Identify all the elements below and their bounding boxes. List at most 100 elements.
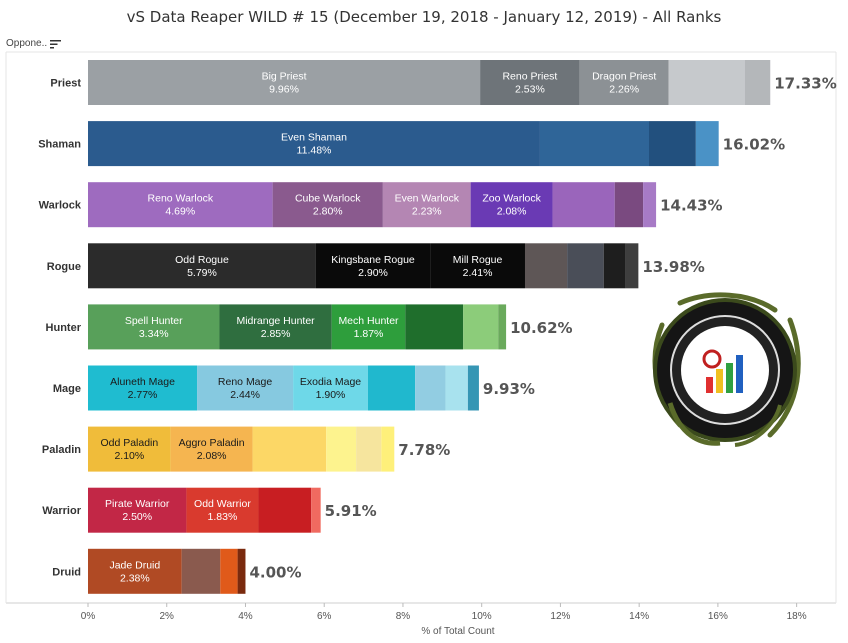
opponent-filter[interactable]: Oppone..: [6, 38, 62, 49]
segment-label: Odd Warrior: [194, 498, 251, 510]
bar-segment[interactable]: [405, 304, 464, 350]
bar-segment[interactable]: [415, 365, 446, 411]
segment-value-label: 5.79%: [187, 267, 217, 279]
total-label: 17.33%: [774, 75, 836, 93]
bar-segment[interactable]: [381, 426, 395, 472]
category-label: Mage: [53, 383, 81, 395]
segment-value-label: 11.48%: [297, 145, 332, 157]
bar-segment[interactable]: [625, 243, 639, 289]
segment-value-label: 3.34%: [139, 328, 169, 340]
category-label: Rogue: [47, 261, 81, 273]
sort-icon[interactable]: [50, 39, 62, 49]
bar-segment[interactable]: [567, 243, 604, 289]
bar-segment[interactable]: [258, 487, 312, 533]
segment-value-label: 2.90%: [358, 267, 388, 279]
bar-segment[interactable]: [367, 365, 416, 411]
bar-segment[interactable]: [219, 304, 332, 350]
bar-segment[interactable]: [356, 426, 382, 472]
x-tick-label: 12%: [550, 611, 570, 622]
bar-segment[interactable]: [382, 182, 471, 228]
bar-segment[interactable]: [237, 548, 246, 594]
bar-segment[interactable]: [539, 121, 649, 167]
x-tick-label: 16%: [708, 611, 728, 622]
bar-segment[interactable]: [331, 304, 406, 350]
segment-value-label: 2.53%: [515, 84, 545, 96]
category-label: Druid: [52, 566, 81, 578]
bar-segment[interactable]: [524, 243, 568, 289]
bar-segment[interactable]: [88, 304, 220, 350]
bar-segment[interactable]: [467, 365, 479, 411]
bar-segment[interactable]: [311, 487, 321, 533]
bar-segment[interactable]: [445, 365, 468, 411]
bar-segment[interactable]: [88, 365, 198, 411]
segment-label: Zoo Warlock: [482, 193, 541, 205]
bar-segment[interactable]: [480, 60, 580, 105]
total-label: 7.78%: [398, 441, 450, 459]
segment-label: Dragon Priest: [592, 71, 656, 83]
bar-segment[interactable]: [326, 426, 357, 472]
segment-label: Pirate Warrior: [105, 498, 170, 510]
bar-segment[interactable]: [744, 60, 771, 105]
total-label: 10.62%: [510, 319, 572, 337]
segment-value-label: 2.41%: [463, 267, 493, 279]
bar-segment[interactable]: [614, 182, 644, 228]
x-axis: 0% 2% 4% 6% 8% 10% 12% 14% 16% 18%: [81, 603, 807, 622]
bar-segment[interactable]: [252, 426, 327, 472]
category-label: Hunter: [46, 322, 82, 334]
bar-segment[interactable]: [603, 243, 626, 289]
segment-label: Kingsbane Rogue: [331, 254, 415, 266]
bar-segment[interactable]: [643, 182, 657, 228]
segment-label: Even Shaman: [281, 132, 347, 144]
bar-segment[interactable]: [552, 182, 615, 228]
bar-segment[interactable]: [88, 60, 481, 105]
bar-segment[interactable]: [88, 487, 187, 533]
segment-value-label: 2.85%: [261, 328, 291, 340]
bar-segment[interactable]: [315, 243, 431, 289]
segment-label: Aluneth Mage: [110, 376, 175, 388]
total-label: 13.98%: [642, 258, 704, 276]
bar-segment[interactable]: [272, 182, 383, 228]
segment-value-label: 1.83%: [208, 511, 238, 523]
bar-segment[interactable]: [649, 121, 696, 167]
bar-segment[interactable]: [463, 304, 499, 350]
segment-label: Jade Druid: [109, 559, 160, 571]
bar-segment[interactable]: [579, 60, 669, 105]
segment-label: Reno Priest: [502, 71, 557, 83]
x-tick-label: 0%: [81, 611, 96, 622]
bar-segment[interactable]: [498, 304, 507, 350]
bar-segment[interactable]: [181, 548, 221, 594]
data-reaper-logo: [652, 292, 801, 447]
bar-segment[interactable]: [668, 60, 745, 105]
bar-segment[interactable]: [293, 365, 368, 411]
segment-value-label: 1.90%: [316, 389, 346, 401]
bar-segment[interactable]: [88, 548, 182, 594]
segment-value-label: 2.77%: [128, 389, 158, 401]
bar-segment[interactable]: [186, 487, 259, 533]
segment-label: Big Priest: [262, 71, 307, 83]
total-label: 9.93%: [483, 380, 535, 398]
bar-segment[interactable]: [197, 365, 294, 411]
bar-segment[interactable]: [470, 182, 553, 228]
bar-segment[interactable]: [88, 121, 540, 167]
total-label: 14.43%: [660, 197, 722, 215]
bar-segment[interactable]: [430, 243, 525, 289]
x-tick-label: 6%: [317, 611, 332, 622]
bar-segment[interactable]: [170, 426, 253, 472]
bar-segment[interactable]: [88, 426, 171, 472]
bar-segment[interactable]: [695, 121, 719, 167]
bar-segment[interactable]: [88, 182, 273, 228]
total-label: 4.00%: [249, 563, 301, 581]
segment-label: Exodia Mage: [300, 376, 361, 388]
x-tick-label: 10%: [472, 611, 492, 622]
x-tick-label: 14%: [629, 611, 649, 622]
category-label: Warlock: [39, 200, 82, 212]
bar-segment[interactable]: [220, 548, 238, 594]
segment-value-label: 2.80%: [313, 206, 343, 218]
bar-segment[interactable]: [88, 243, 316, 289]
x-axis-label: % of Total Count: [421, 626, 494, 637]
